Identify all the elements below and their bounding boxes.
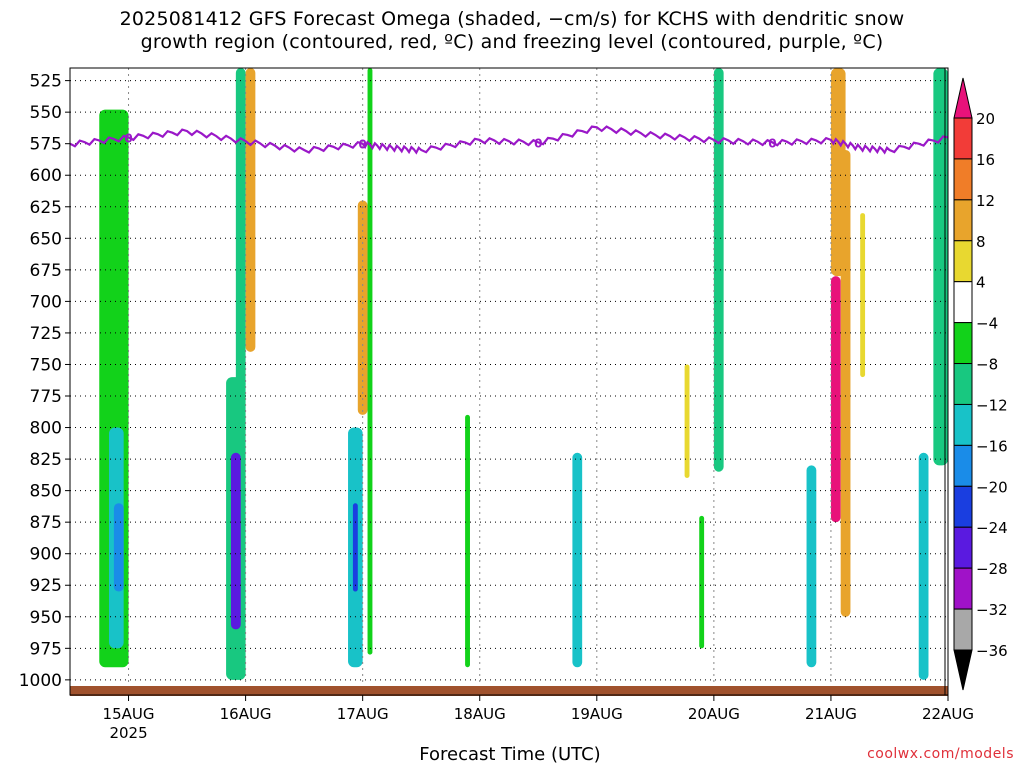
colorbar-bin xyxy=(953,322,973,365)
y-tick-label: 775 xyxy=(30,387,62,407)
freezing-level-label: 0 xyxy=(534,136,542,150)
x-tick-label: 20AUG xyxy=(688,705,740,723)
colorbar-bin xyxy=(953,485,973,528)
omega-feature-22 xyxy=(933,68,948,466)
omega-feature-12 xyxy=(572,452,583,668)
colorbar-bin xyxy=(953,281,973,324)
y-tick-label: 975 xyxy=(30,639,62,659)
omega-feature-6 xyxy=(245,68,256,352)
colorbar-label: −20 xyxy=(976,478,1008,496)
x-tick-label: 18AUG xyxy=(454,705,506,723)
colorbar-bin xyxy=(953,608,973,651)
colorbar-label: −8 xyxy=(976,356,998,374)
ground-surface xyxy=(70,686,948,696)
y-tick-label: 650 xyxy=(30,229,62,249)
omega-feature-14 xyxy=(699,515,705,649)
y-tick-label: 875 xyxy=(30,513,62,533)
x-tick-label: 16AUG xyxy=(220,705,272,723)
colorbar-label: −4 xyxy=(976,315,998,333)
y-tick-label: 700 xyxy=(30,292,62,312)
colorbar-bin xyxy=(953,199,973,242)
colorbar-bin xyxy=(953,526,973,569)
colorbar-label: 16 xyxy=(976,151,995,169)
colorbar-top-arrow xyxy=(953,77,973,119)
omega-feature-4 xyxy=(230,452,241,630)
colorbar-bin xyxy=(953,117,973,160)
omega-feature-20 xyxy=(860,213,866,378)
freezing-level-label: 0 xyxy=(768,136,776,150)
omega-feature-17 xyxy=(830,276,841,523)
colorbar-bin xyxy=(953,158,973,201)
omega-feature-9 xyxy=(357,200,368,415)
y-tick-label: 725 xyxy=(30,324,62,344)
colorbar-bin xyxy=(953,240,973,283)
x-tick-label: 22AUG xyxy=(922,705,974,723)
colorbar-label: −36 xyxy=(976,642,1008,660)
y-tick-label: 850 xyxy=(30,482,62,502)
y-tick-label: 1000 xyxy=(19,671,62,691)
colorbar-label: −28 xyxy=(976,560,1008,578)
freezing-level-contour: 0 0 0 0 xyxy=(70,125,948,155)
chart-title-line-2: growth region (contoured, red, ºC) and f… xyxy=(140,31,884,53)
omega-feature-8 xyxy=(352,503,358,592)
omega-feature-11 xyxy=(465,414,470,668)
colorbar-bottom-arrow xyxy=(953,649,973,691)
x-tick-label: 15AUG xyxy=(103,705,155,723)
y-axis: 525 550 575 600 625 650 675 700 725 750 775 800 825 8… xyxy=(19,72,70,691)
omega-feature-13 xyxy=(684,364,690,479)
y-tick-label: 925 xyxy=(30,576,62,596)
omega-feature-19 xyxy=(840,150,851,617)
colorbar-label: 20 xyxy=(976,110,995,128)
colorbar-label: 4 xyxy=(976,274,986,292)
y-tick-label: 525 xyxy=(30,72,62,92)
x-tick-label: 19AUG xyxy=(571,705,623,723)
colorbar-label: 8 xyxy=(976,233,986,251)
omega-feature-5 xyxy=(235,68,246,390)
x-tick-label: 21AUG xyxy=(805,705,857,723)
colorbar-bin xyxy=(953,567,973,610)
y-tick-label: 600 xyxy=(30,166,62,186)
y-tick-label: 800 xyxy=(30,419,62,439)
omega-feature-15 xyxy=(713,68,724,472)
colorbar-label: −16 xyxy=(976,437,1008,455)
omega-shading xyxy=(99,68,948,680)
y-tick-label: 575 xyxy=(30,135,62,155)
colorbar-label: 12 xyxy=(976,192,995,210)
omega-feature-16 xyxy=(806,465,817,668)
colorbar-bin xyxy=(953,363,973,405)
y-tick-label: 825 xyxy=(30,450,62,470)
y-tick-label: 675 xyxy=(30,261,62,281)
x-tick-label: 17AUG xyxy=(337,705,389,723)
y-tick-label: 950 xyxy=(30,608,62,628)
y-tick-label: 625 xyxy=(30,198,62,218)
chart-title: 2025081412 GFS Forecast Omega (shaded, −… xyxy=(0,8,1024,54)
colorbar-label: −24 xyxy=(976,519,1008,537)
freezing-level-label: 0 xyxy=(358,138,366,152)
omega-feature-2 xyxy=(113,503,124,592)
freezing-level-label: 0 xyxy=(124,131,132,145)
omega-feature-21 xyxy=(918,452,929,680)
y-tick-label: 750 xyxy=(30,355,62,375)
colorbar-label: −32 xyxy=(976,601,1008,619)
y-tick-label: 550 xyxy=(30,103,62,123)
colorbar: 20 16 12 8 4 −4 −8 −12 −16 −20 −24 −28 −32 −36 xyxy=(953,77,1008,691)
omega-feature-10 xyxy=(367,68,373,655)
colorbar-bin xyxy=(953,403,973,446)
y-tick-label: 900 xyxy=(30,545,62,565)
x-axis-title: Forecast Time (UTC) xyxy=(419,744,601,765)
freezing-level-line xyxy=(70,125,948,155)
colorbar-bin xyxy=(953,444,973,487)
colorbar-label: −12 xyxy=(976,396,1008,414)
x-tick-sublabel: 2025 xyxy=(109,724,147,742)
chart-title-line-1: 2025081412 GFS Forecast Omega (shaded, −… xyxy=(119,8,905,30)
plot-frame xyxy=(69,67,949,696)
site-credit: coolwx.com/models xyxy=(867,746,1014,762)
